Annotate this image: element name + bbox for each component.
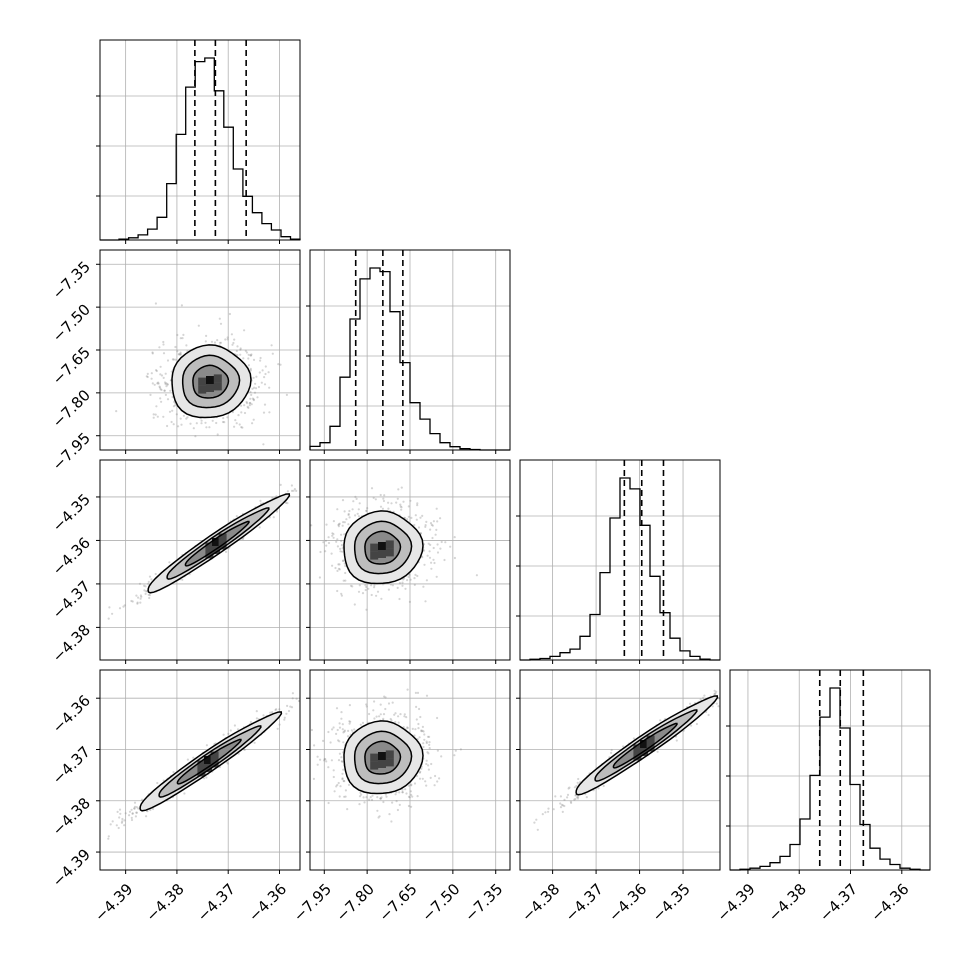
scatter-panel-3-0 [96,670,300,874]
y-tick-label: −4.35 [49,490,94,535]
y-tick-label: −7.95 [49,429,94,474]
x-tick-label: −4.36 [605,880,650,925]
y-tick-label: −4.37 [49,743,94,788]
y-tick-label: −7.35 [49,258,94,303]
diag-panel-1 [306,250,510,454]
histogram-2 [520,478,720,660]
x-tick-label: −4.38 [518,880,563,925]
x-tick-label: −4.39 [713,880,758,925]
histogram-3 [730,688,930,870]
x-tick-label: −4.37 [194,880,239,925]
scatter-panel-2-0 [96,460,300,664]
diag-panel-0 [96,40,300,244]
scatter-panel-3-1 [306,670,510,874]
y-tick-label: −4.36 [49,534,94,579]
x-tick-label: −7.35 [461,880,506,925]
y-tick-label: −4.39 [49,845,94,890]
y-tick-label: −7.80 [49,386,94,431]
x-tick-label: −4.37 [816,880,861,925]
y-tick-label: −7.50 [49,300,94,345]
x-tick-label: −7.80 [333,880,378,925]
x-tick-label: −7.65 [376,880,421,925]
scatter-panel-1-0 [96,250,300,454]
histogram-0 [100,58,300,240]
y-tick-label: −4.37 [49,577,94,622]
diag-panel-2 [516,460,720,664]
x-tick-label: −4.38 [142,880,187,925]
y-tick-label: −4.38 [49,621,94,666]
x-tick-label: −4.35 [649,880,694,925]
y-tick-label: −7.65 [49,343,94,388]
x-tick-label: −7.50 [418,880,463,925]
x-tick-label: −7.95 [290,880,335,925]
x-tick-label: −4.37 [562,880,607,925]
y-tick-label: −4.36 [49,691,94,736]
scatter-panel-3-2 [516,670,720,874]
panel-frame [100,40,300,240]
y-tick-label: −4.38 [49,794,94,839]
scatter-panel-2-1 [306,460,510,664]
x-tick-label: −4.39 [91,880,136,925]
x-tick-label: −4.38 [765,880,810,925]
diag-panel-3 [726,670,930,874]
x-tick-label: −4.36 [867,880,912,925]
x-tick-label: −4.36 [245,880,290,925]
